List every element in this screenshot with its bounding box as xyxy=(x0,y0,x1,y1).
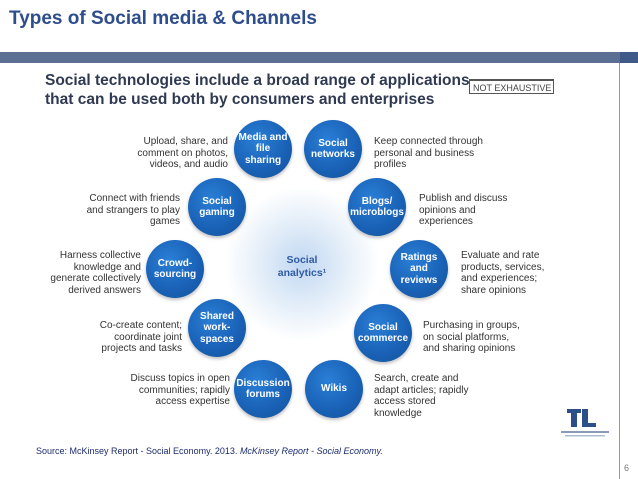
source-citation: Source: McKinsey Report - Social Economy… xyxy=(36,446,383,456)
headline-line-2: that can be used both by consumers and e… xyxy=(45,91,435,108)
source-italic: McKinsey Report - Social Economy. xyxy=(239,446,383,456)
page-number: 6 xyxy=(624,463,630,473)
node-wikis: Wikis xyxy=(305,360,363,418)
node-label: Social commerce xyxy=(357,321,409,345)
node-label: Crowd-sourcing xyxy=(153,257,197,281)
node-label: Social networks xyxy=(311,137,355,161)
node-label: Ratings and reviews xyxy=(400,251,438,286)
desc-discussion-forums: Discuss topics in open communities; rapi… xyxy=(130,373,231,407)
panel-headline: Social technologies include a broad rang… xyxy=(45,71,470,109)
node-label: Shared work-spaces xyxy=(200,310,234,345)
center-label-line-2: analytics¹ xyxy=(277,267,327,279)
source-plain: Source: McKinsey Report - Social Economy… xyxy=(36,446,240,456)
header-bar xyxy=(0,52,638,63)
headline-line-1: Social technologies include a broad rang… xyxy=(45,72,470,89)
desc-social-commerce: Purchasing in groups, on social platform… xyxy=(423,320,520,354)
company-logo xyxy=(561,409,609,437)
desc-social-gaming: Connect with friends and strangers to pl… xyxy=(86,193,180,227)
desc-shared-workspaces: Co-create content; coordinate joint proj… xyxy=(99,320,182,354)
node-social-networks: Social networks xyxy=(304,120,362,178)
desc-media-file-sharing: Upload, share, and comment on photos, vi… xyxy=(137,136,228,170)
node-discussion-forums: Discussion forums xyxy=(234,360,292,418)
node-media-file-sharing: Media and file sharing xyxy=(234,120,292,178)
slide-title: Types of Social media & Channels xyxy=(9,8,317,29)
node-social-gaming: Social gaming xyxy=(188,178,246,236)
node-label: Wikis xyxy=(320,383,348,395)
node-label: Media and file sharing xyxy=(238,131,288,166)
node-label: Social gaming xyxy=(199,195,235,219)
node-crowdsourcing: Crowd-sourcing xyxy=(146,240,204,298)
header-bar-end xyxy=(620,52,638,63)
center-label: Social analytics¹ xyxy=(262,254,342,280)
node-blogs-microblogs: Blogs/ microblogs xyxy=(348,178,406,236)
right-rule xyxy=(619,63,620,479)
desc-blogs-microblogs: Publish and discuss opinions and experie… xyxy=(419,193,508,227)
desc-crowdsourcing: Harness collective knowledge and generat… xyxy=(50,250,141,296)
node-shared-workspaces: Shared work-spaces xyxy=(188,299,246,357)
node-ratings-reviews: Ratings and reviews xyxy=(390,240,448,298)
node-social-commerce: Social commerce xyxy=(354,304,412,362)
desc-social-networks: Keep connected through personal and busi… xyxy=(374,136,483,170)
center-label-line-1: Social xyxy=(286,254,318,266)
not-exhaustive-tag: NOT EXHAUSTIVE xyxy=(469,79,554,94)
desc-wikis: Search, create and adapt articles; rapid… xyxy=(374,373,469,419)
node-label: Blogs/ microblogs xyxy=(350,195,404,219)
desc-ratings-reviews: Evaluate and rate products, services, an… xyxy=(461,250,545,296)
node-label: Discussion forums xyxy=(236,377,290,401)
